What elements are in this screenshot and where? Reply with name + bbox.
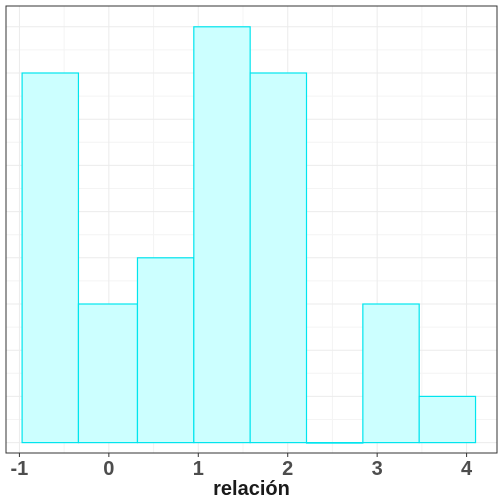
histogram-bar	[193, 26, 251, 444]
histogram-bar	[305, 442, 364, 444]
x-tick-label: 0	[103, 458, 114, 480]
x-tick-label: 1	[193, 458, 204, 480]
x-tick-label: -1	[11, 458, 29, 480]
x-tick-label: 3	[372, 458, 383, 480]
histogram-bar	[418, 395, 477, 444]
x-tick-label: 2	[282, 458, 293, 480]
histogram-bar	[362, 303, 420, 444]
histogram-bar	[249, 72, 308, 444]
histogram-bars	[21, 26, 477, 444]
histogram-bar	[21, 72, 80, 444]
x-tick-label: 4	[461, 458, 473, 480]
histogram-bar	[136, 257, 195, 444]
x-axis-title: relación	[213, 478, 290, 500]
panel-border	[5, 5, 498, 454]
x-axis: -1 0 1 2 3 4	[11, 453, 473, 480]
histogram-bar	[77, 303, 139, 444]
